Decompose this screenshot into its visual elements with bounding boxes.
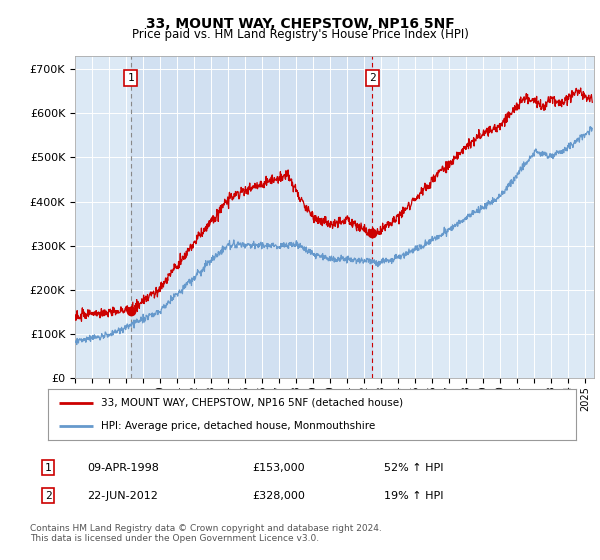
Text: 09-APR-1998: 09-APR-1998 [87, 463, 159, 473]
Text: £153,000: £153,000 [252, 463, 305, 473]
Text: 22-JUN-2012: 22-JUN-2012 [87, 491, 158, 501]
Text: 33, MOUNT WAY, CHEPSTOW, NP16 5NF (detached house): 33, MOUNT WAY, CHEPSTOW, NP16 5NF (detac… [101, 398, 403, 408]
Text: 52% ↑ HPI: 52% ↑ HPI [384, 463, 443, 473]
Text: 1: 1 [44, 463, 52, 473]
Text: Contains HM Land Registry data © Crown copyright and database right 2024.
This d: Contains HM Land Registry data © Crown c… [30, 524, 382, 543]
Text: Price paid vs. HM Land Registry's House Price Index (HPI): Price paid vs. HM Land Registry's House … [131, 28, 469, 41]
Text: 2: 2 [369, 73, 376, 83]
Text: £328,000: £328,000 [252, 491, 305, 501]
Text: 33, MOUNT WAY, CHEPSTOW, NP16 5NF: 33, MOUNT WAY, CHEPSTOW, NP16 5NF [146, 17, 454, 31]
Text: 1: 1 [127, 73, 134, 83]
Text: 2: 2 [44, 491, 52, 501]
Text: 19% ↑ HPI: 19% ↑ HPI [384, 491, 443, 501]
Bar [131, 56, 372, 378]
Text: HPI: Average price, detached house, Monmouthshire: HPI: Average price, detached house, Monm… [101, 421, 375, 431]
